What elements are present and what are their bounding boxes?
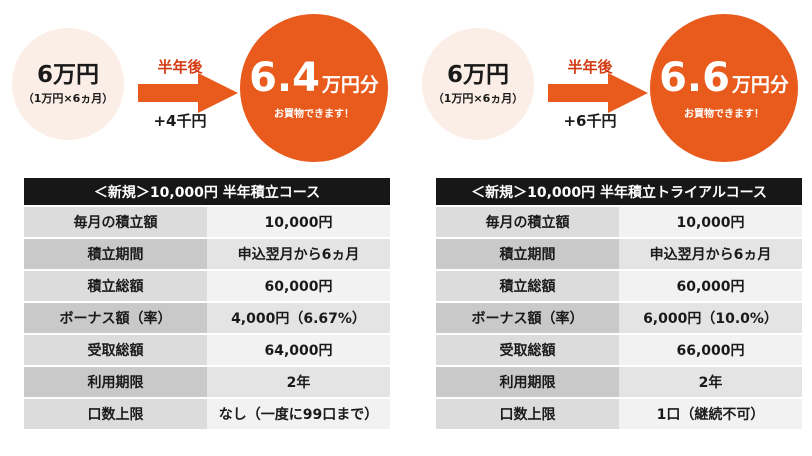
- row-label: 積立総額: [24, 271, 207, 301]
- result-amount-circle: 6.6 万円分 お買物できます！: [650, 14, 798, 162]
- table-row: 利用期限 2年: [24, 367, 390, 397]
- table-row: 受取総額 64,000円: [24, 335, 390, 365]
- start-amount: 6万円: [446, 62, 509, 88]
- row-value: 4,000円（6.67%）: [207, 303, 390, 333]
- table-row: 口数上限 なし（一度に99口まで）: [24, 399, 390, 429]
- row-label: 受取総額: [24, 335, 207, 365]
- course-table: ＜新規＞10,000円 半年積立トライアルコース 毎月の積立額 10,000円 積…: [436, 176, 802, 431]
- row-label: ボーナス額（率）: [436, 303, 619, 333]
- course-panel-standard: 6万円 （1万円×6ヵ月） 半年後 +4千円 6.4 万円分 お買物できます！ …: [8, 0, 398, 456]
- result-caption: お買物できます！: [684, 108, 764, 120]
- result-amount: 6.4: [249, 54, 320, 101]
- table-row: 積立期間 申込翌月から6ヵ月: [436, 239, 802, 269]
- table-row: 利用期限 2年: [436, 367, 802, 397]
- result-amount-circle: 6.4 万円分 お買物できます！: [240, 14, 388, 162]
- table-row: ボーナス額（率） 6,000円（10.0%）: [436, 303, 802, 333]
- row-label: 口数上限: [436, 399, 619, 429]
- after-half-year-label: 半年後: [567, 58, 613, 76]
- result-unit: 万円分: [731, 73, 789, 96]
- row-label: 積立期間: [24, 239, 207, 269]
- table-row: 毎月の積立額 10,000円: [24, 207, 390, 237]
- result-amount: 6.6: [659, 54, 730, 101]
- row-label: 口数上限: [24, 399, 207, 429]
- course-table: ＜新規＞10,000円 半年積立コース 毎月の積立額 10,000円 積立期間 申込…: [24, 176, 390, 431]
- start-amount-circle: 6万円 （1万円×6ヵ月）: [12, 28, 124, 140]
- row-label: 積立総額: [436, 271, 619, 301]
- row-value: 申込翌月から6ヵ月: [619, 239, 802, 269]
- result-unit: 万円分: [321, 73, 379, 96]
- row-value: 10,000円: [619, 207, 802, 237]
- start-amount-circle: 6万円 （1万円×6ヵ月）: [422, 28, 534, 140]
- table-row: 積立総額 60,000円: [24, 271, 390, 301]
- row-value: 2年: [619, 367, 802, 397]
- row-value: 10,000円: [207, 207, 390, 237]
- bonus-label: +4千円: [153, 112, 207, 130]
- table-row: 口数上限 1口（継続不可）: [436, 399, 802, 429]
- result-caption: お買物できます！: [274, 108, 354, 120]
- table-row: 積立総額 60,000円: [436, 271, 802, 301]
- row-value: 64,000円: [207, 335, 390, 365]
- row-value: 60,000円: [619, 271, 802, 301]
- row-value: 1口（継続不可）: [619, 399, 802, 429]
- course-panel-trial: 6万円 （1万円×6ヵ月） 半年後 +6千円 6.6 万円分 お買物できます！ …: [418, 0, 808, 456]
- row-label: 毎月の積立額: [24, 207, 207, 237]
- right-arrow-icon: [548, 73, 648, 113]
- row-label: ボーナス額（率）: [24, 303, 207, 333]
- start-amount-breakdown: （1万円×6ヵ月）: [22, 92, 114, 105]
- course-table-title: ＜新規＞10,000円 半年積立トライアルコース: [436, 178, 802, 205]
- table-row: ボーナス額（率） 4,000円（6.67%）: [24, 303, 390, 333]
- row-label: 利用期限: [24, 367, 207, 397]
- right-arrow-icon: [138, 73, 238, 113]
- table-row: 積立期間 申込翌月から6ヵ月: [24, 239, 390, 269]
- row-value: 2年: [207, 367, 390, 397]
- row-value: 申込翌月から6ヵ月: [207, 239, 390, 269]
- start-amount: 6万円: [36, 62, 99, 88]
- start-amount-breakdown: （1万円×6ヵ月）: [432, 92, 524, 105]
- table-row: 毎月の積立額 10,000円: [436, 207, 802, 237]
- table-row: 受取総額 66,000円: [436, 335, 802, 365]
- row-label: 毎月の積立額: [436, 207, 619, 237]
- row-value: 6,000円（10.0%）: [619, 303, 802, 333]
- bonus-label: +6千円: [563, 112, 617, 130]
- row-value: なし（一度に99口まで）: [207, 399, 390, 429]
- row-label: 積立期間: [436, 239, 619, 269]
- course-table-title: ＜新規＞10,000円 半年積立コース: [24, 178, 390, 205]
- row-label: 利用期限: [436, 367, 619, 397]
- after-half-year-label: 半年後: [157, 58, 203, 76]
- row-label: 受取総額: [436, 335, 619, 365]
- row-value: 60,000円: [207, 271, 390, 301]
- row-value: 66,000円: [619, 335, 802, 365]
